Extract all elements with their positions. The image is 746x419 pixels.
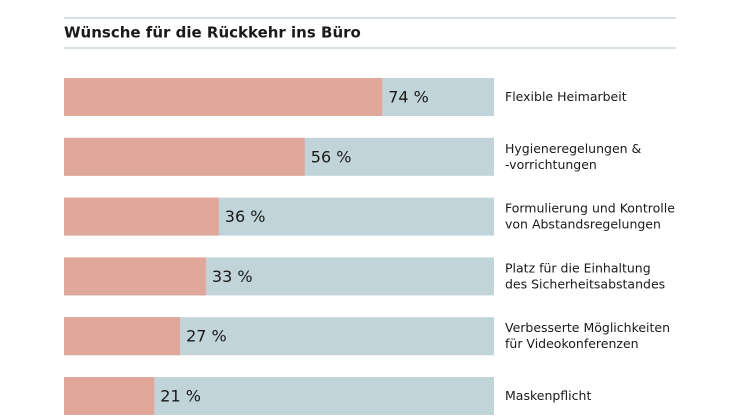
value-label: 27 %	[186, 327, 227, 346]
value-label: 21 %	[160, 387, 201, 406]
category-line: von Abstandsregelungen	[505, 216, 661, 231]
value-label: 74 %	[388, 88, 429, 107]
bar	[64, 137, 305, 176]
category-line: Formulierung und Kontrolle	[505, 200, 675, 215]
category-line: Platz für die Einhaltung	[505, 260, 651, 275]
category-label: Verbesserte Möglichkeiten für Videokonfer…	[505, 320, 670, 351]
bar	[64, 78, 383, 116]
chart-title: Wünsche für die Rückkehr ins Büro	[64, 24, 361, 42]
bar	[64, 257, 206, 296]
category-label: Flexible Heimarbeit	[505, 89, 627, 104]
category-label: Platz für die Einhaltung des Sicherheitsa…	[505, 260, 665, 291]
category-line: Hygieneregelungen &	[505, 140, 642, 155]
bar	[64, 197, 219, 236]
value-label: 36 %	[225, 207, 266, 226]
category-line: Flexible Heimarbeit	[505, 89, 627, 104]
category-label: Hygieneregelungen & -vorrichtungen	[505, 140, 642, 171]
category-line: des Sicherheitsabstandes	[505, 276, 665, 291]
category-line: Verbesserte Möglichkeiten	[505, 320, 670, 335]
category-line: -vorrichtungen	[505, 156, 597, 171]
category-label: Formulierung und Kontrolle von Abstandsre…	[505, 200, 675, 231]
category-line: Maskenpflicht	[505, 388, 591, 403]
bar	[64, 377, 155, 415]
bar	[64, 317, 181, 356]
category-line: für Videokonferenzen	[505, 336, 639, 351]
category-label: Maskenpflicht	[505, 388, 591, 403]
value-label: 56 %	[311, 147, 352, 166]
value-label: 33 %	[212, 267, 253, 286]
